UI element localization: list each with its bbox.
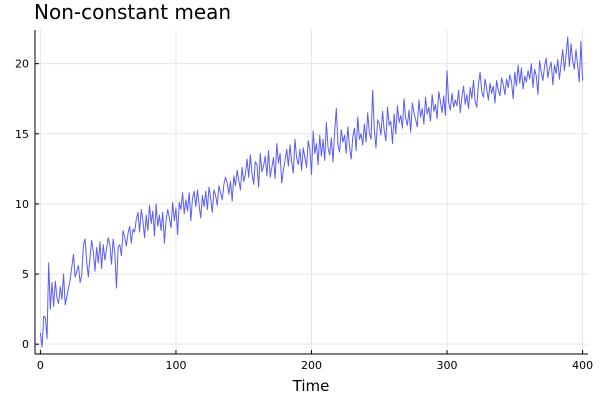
x-tick-labels: 0 100 200 300 400 bbox=[37, 350, 593, 372]
y-tick-label: 5 bbox=[22, 268, 29, 281]
series-line bbox=[39, 36, 584, 348]
y-tick-label: 10 bbox=[15, 198, 29, 211]
series-layer bbox=[39, 36, 584, 348]
x-tick-label: 400 bbox=[572, 359, 593, 372]
y-tick-label: 20 bbox=[15, 58, 29, 71]
x-tick-label: 100 bbox=[165, 359, 186, 372]
y-tick-labels: 0 5 10 15 20 bbox=[15, 58, 39, 351]
y-tick-label: 0 bbox=[22, 338, 29, 351]
grid bbox=[35, 30, 588, 354]
x-axis-label: Time bbox=[292, 377, 330, 395]
x-tick-label: 0 bbox=[37, 359, 44, 372]
x-tick-label: 200 bbox=[301, 359, 322, 372]
x-tick-label: 300 bbox=[437, 359, 458, 372]
chart-title: Non-constant mean bbox=[34, 0, 231, 24]
y-tick-label: 15 bbox=[15, 128, 29, 141]
